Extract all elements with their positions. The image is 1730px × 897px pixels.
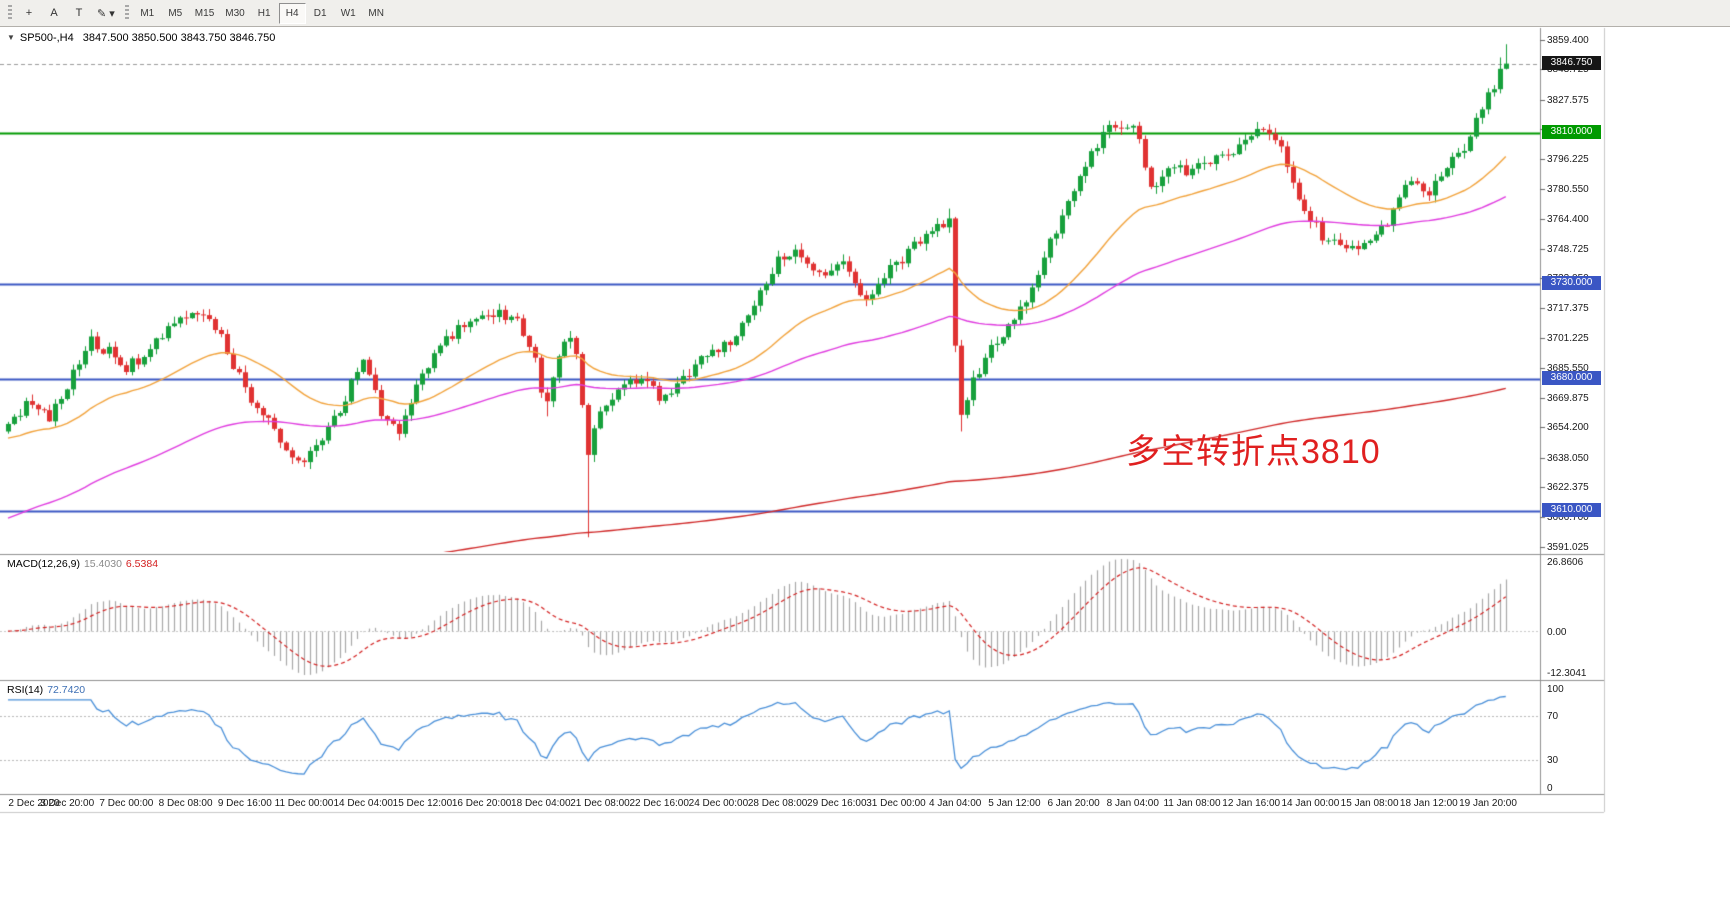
rsi-axis-tick: 30 <box>1547 755 1559 767</box>
time-axis-label: 21 Dec 08:00 <box>570 798 630 809</box>
rsi-value: 72.7420 <box>47 684 86 696</box>
timeframe-m1[interactable]: M1 <box>140 7 155 19</box>
timeframe-m15[interactable]: M15 <box>194 7 215 19</box>
time-axis-label: 2 Dec 2020 <box>8 798 60 809</box>
price-axis-tick: 3859.400 <box>1547 34 1589 46</box>
rsi-axis-tick: 100 <box>1547 684 1564 695</box>
price-axis-tick: 3780.550 <box>1547 183 1589 195</box>
price-level-badge: 3810.000 <box>1542 125 1601 140</box>
macd-label: MACD(12,26,9) <box>7 558 80 570</box>
time-axis-label: 6 Jan 20:00 <box>1047 798 1100 809</box>
collapse-triangle-icon[interactable]: ▼ <box>7 33 15 42</box>
time-axis-label: 15 Jan 08:00 <box>1340 798 1399 809</box>
toolbar-grip[interactable] <box>124 5 129 21</box>
rsi-label: RSI(14) <box>7 684 44 696</box>
ohlc-values: 3847.500 3850.500 3843.750 3846.750 <box>82 32 276 44</box>
time-axis-label: 12 Jan 16:00 <box>1222 798 1281 809</box>
price-level-badge: 3610.000 <box>1542 502 1601 517</box>
tool-draw-tools[interactable]: ✎ ▾ <box>97 7 115 20</box>
timeframe-m5[interactable]: M5 <box>168 7 183 19</box>
time-axis-label: 22 Dec 16:00 <box>629 798 689 809</box>
symbol-period-label: SP500-,H4 <box>19 32 74 44</box>
time-axis-label: 15 Dec 12:00 <box>392 798 453 809</box>
timeframe-group: M1 M5 M15 M30 H1 H4 D1 W1 MN <box>134 2 390 24</box>
current-price-badge: 3846.750 <box>1542 55 1601 70</box>
time-axis-label: 19 Jan 20:00 <box>1459 798 1517 809</box>
price-axis-tick: 3654.200 <box>1547 422 1589 434</box>
time-axis-label: 18 Jan 12:00 <box>1399 798 1458 809</box>
chart-annotation: 多空转折点3810 <box>1126 433 1381 471</box>
rsi-axis-tick: 70 <box>1547 710 1559 722</box>
time-axis-label: 9 Dec 16:00 <box>217 798 272 809</box>
macd-panel-title: MACD(12,26,9) 15.4030 6.5384 <box>7 558 162 570</box>
toolbar-grip[interactable] <box>8 5 12 21</box>
price-axis-tick: 3764.400 <box>1547 214 1589 226</box>
time-axis-label: 29 Dec 16:00 <box>807 798 867 809</box>
time-axis-label: 8 Dec 08:00 <box>158 798 213 809</box>
top-toolbar: + A T ✎ ▾ M1 M5 M15 M30 H1 H4 D1 W1 MN <box>0 0 1730 27</box>
timeframe-mn[interactable]: MN <box>368 7 384 19</box>
chart-title: ▼ SP500-,H4 3847.500 3850.500 3843.750 384… <box>7 32 275 44</box>
price-axis-tick: 3669.875 <box>1547 392 1589 404</box>
time-axis-label: 14 Dec 04:00 <box>333 798 393 809</box>
timeframe-d1[interactable]: D1 <box>313 7 327 19</box>
time-axis-label: 8 Jan 04:00 <box>1106 798 1159 809</box>
timeframe-m30[interactable]: M30 <box>225 7 245 19</box>
time-axis-label: 3 Dec 20:00 <box>40 798 95 809</box>
timeframe-h1[interactable]: H1 <box>257 7 271 19</box>
macd-axis-tick: 26.8606 <box>1547 557 1584 568</box>
price-axis-tick: 3717.375 <box>1547 302 1589 314</box>
timeframe-w1[interactable]: W1 <box>340 7 356 19</box>
time-axis-label: 5 Jan 12:00 <box>988 798 1041 809</box>
time-axis-label: 24 Dec 00:00 <box>688 798 749 809</box>
tool-text-tool[interactable]: T <box>75 7 83 19</box>
time-axis-label: 11 Jan 08:00 <box>1163 798 1221 809</box>
drawing-tools-group: + A T ✎ ▾ <box>17 3 120 24</box>
rsi-panel-title: RSI(14) 72.7420 <box>7 684 89 696</box>
time-axis-label: 14 Jan 00:00 <box>1281 798 1340 809</box>
macd-signal-value: 6.5384 <box>125 558 159 570</box>
time-axis-label: 16 Dec 20:00 <box>451 798 512 809</box>
macd-axis-tick: -12.3041 <box>1547 668 1587 679</box>
price-axis-tick: 3796.225 <box>1547 154 1589 166</box>
price-axis-tick: 3638.050 <box>1547 452 1589 464</box>
tool-text-label[interactable]: A <box>50 7 58 19</box>
time-axis-label: 18 Dec 04:00 <box>511 798 571 809</box>
price-axis-tick: 3622.375 <box>1547 482 1589 494</box>
macd-axis-tick: 0.00 <box>1547 626 1567 638</box>
price-level-badge: 3680.000 <box>1542 370 1601 385</box>
price-axis-tick: 3748.725 <box>1547 243 1589 255</box>
time-axis-label: 4 Jan 04:00 <box>929 798 982 809</box>
time-axis-label: 11 Dec 00:00 <box>274 798 334 809</box>
price-axis-tick: 3843.725 <box>1547 64 1589 76</box>
time-axis-label: 28 Dec 08:00 <box>747 798 808 809</box>
timeframe-h4[interactable]: H4 <box>278 2 306 24</box>
price-axis-tick: 3827.575 <box>1547 94 1589 106</box>
tool-crosshair[interactable]: + <box>25 7 33 19</box>
price-axis-tick: 3701.225 <box>1547 333 1589 345</box>
price-axis-tick: 3606.700 <box>1547 512 1589 524</box>
price-axis-tick: 3591.025 <box>1547 541 1589 553</box>
macd-main-value: 15.4030 <box>83 558 122 570</box>
price-level-badge: 3730.000 <box>1542 276 1601 291</box>
rsi-axis-tick: 0 <box>1547 783 1553 794</box>
time-axis-label: 31 Dec 00:00 <box>866 798 926 809</box>
time-axis-label: 7 Dec 00:00 <box>99 798 154 809</box>
price-axis-tick: 3685.550 <box>1547 363 1589 375</box>
